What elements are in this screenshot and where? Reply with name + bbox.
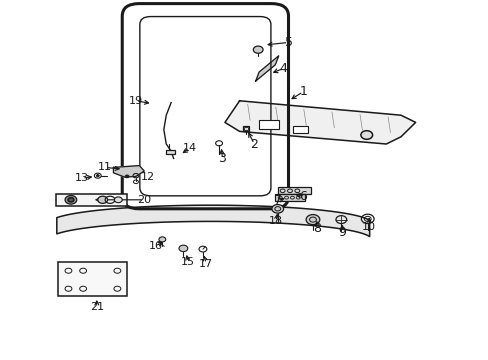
Circle shape — [65, 195, 77, 204]
Text: 12: 12 — [141, 172, 154, 182]
Text: 11: 11 — [98, 162, 112, 172]
Circle shape — [271, 204, 283, 213]
Circle shape — [114, 197, 122, 203]
Text: 19: 19 — [129, 96, 142, 106]
Bar — [244, 127, 247, 130]
Bar — [275, 194, 304, 201]
Text: 8: 8 — [312, 222, 320, 235]
Text: 4: 4 — [279, 62, 287, 75]
Text: 20: 20 — [137, 195, 151, 205]
Circle shape — [253, 46, 263, 53]
Circle shape — [159, 237, 165, 242]
Bar — [242, 126, 249, 131]
Bar — [166, 150, 175, 154]
Text: 6: 6 — [299, 190, 306, 203]
Circle shape — [125, 175, 129, 178]
Text: 13: 13 — [75, 173, 89, 183]
Bar — [293, 126, 307, 133]
Text: 1: 1 — [299, 85, 306, 98]
Circle shape — [133, 174, 139, 178]
Bar — [56, 194, 127, 206]
Circle shape — [98, 196, 107, 203]
Polygon shape — [113, 166, 144, 177]
Text: 18: 18 — [269, 216, 283, 226]
Polygon shape — [224, 101, 415, 144]
Text: 14: 14 — [183, 143, 196, 153]
Text: 16: 16 — [148, 240, 162, 251]
Bar — [259, 120, 278, 129]
Text: 10: 10 — [362, 222, 375, 232]
Text: 5: 5 — [284, 36, 292, 49]
Circle shape — [360, 131, 372, 139]
Circle shape — [179, 245, 187, 252]
Text: 9: 9 — [338, 226, 346, 239]
Text: 7: 7 — [273, 194, 281, 207]
Polygon shape — [57, 205, 369, 237]
Bar — [58, 262, 127, 296]
Bar — [277, 187, 310, 194]
Polygon shape — [255, 56, 278, 81]
Text: 17: 17 — [199, 258, 213, 269]
Text: 15: 15 — [181, 257, 195, 267]
Text: 3: 3 — [218, 152, 226, 165]
Circle shape — [96, 175, 99, 177]
Text: 2: 2 — [250, 138, 258, 150]
Circle shape — [305, 215, 319, 225]
Circle shape — [68, 198, 74, 202]
Text: 21: 21 — [90, 302, 103, 312]
